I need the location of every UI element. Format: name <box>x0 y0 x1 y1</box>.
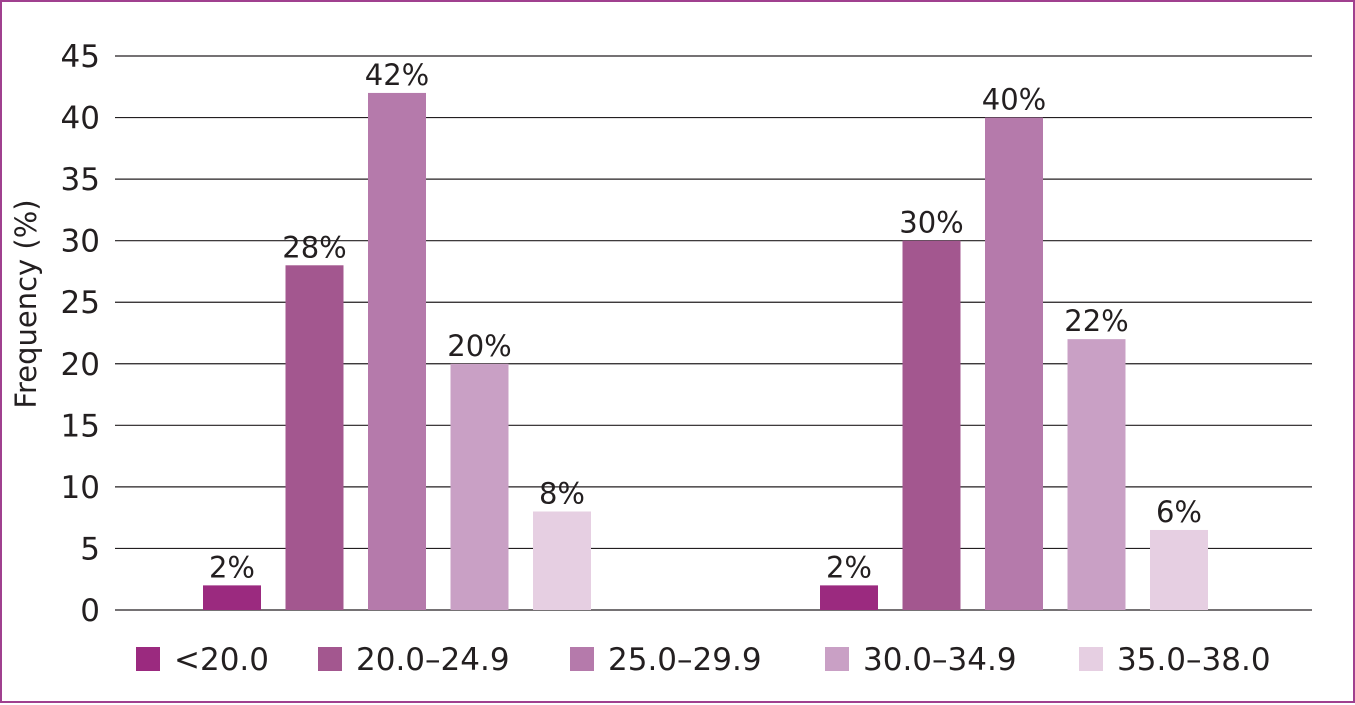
bar-group2-series3 <box>985 117 1043 611</box>
legend-label-4: 30.0–34.9 <box>863 642 1017 678</box>
y-tick-label: 40 <box>61 101 100 137</box>
legend-swatch-3 <box>570 647 594 671</box>
data-label-group1-series3: 42% <box>365 58 429 92</box>
legend-label-1: <20.0 <box>174 642 269 678</box>
y-axis-ticks: 0 5 10 15 20 25 30 35 40 45 <box>61 39 100 629</box>
bar-group1-series3 <box>368 92 426 610</box>
data-label-group2-series4: 22% <box>1064 304 1128 338</box>
data-label-group2-series2: 30% <box>899 206 963 240</box>
legend-label-2: 20.0–24.9 <box>356 642 510 678</box>
data-label-group2-series5: 6% <box>1156 495 1202 529</box>
bar-group2-series4 <box>1067 339 1126 610</box>
y-tick-label: 30 <box>61 224 100 260</box>
legend-swatch-5 <box>1079 647 1103 671</box>
legend-swatch-2 <box>318 647 342 671</box>
legend-swatch-4 <box>825 647 849 671</box>
y-axis-title: Frequency (%) <box>9 199 43 408</box>
data-labels: 2% 2% 28% 30% 42% 40% 20% 22% 8% 6% <box>209 58 1202 584</box>
bar-group1-series1 <box>203 585 261 610</box>
y-tick-label: 10 <box>61 470 100 506</box>
y-tick-label: 45 <box>61 39 100 75</box>
data-label-group1-series1: 2% <box>209 550 255 584</box>
legend-swatch-1 <box>136 647 160 671</box>
bars <box>203 92 1208 611</box>
y-tick-label: 20 <box>61 347 100 383</box>
y-tick-label: 5 <box>80 531 100 567</box>
data-label-group2-series3: 40% <box>982 83 1046 117</box>
legend-label-5: 35.0–38.0 <box>1117 642 1271 678</box>
bar-group1-series2 <box>285 265 344 610</box>
legend-label-3: 25.0–29.9 <box>608 642 762 678</box>
y-tick-label: 15 <box>61 408 100 444</box>
bar-group2-series1 <box>820 585 878 610</box>
bar-group2-series2 <box>902 240 961 610</box>
y-tick-label: 0 <box>80 593 100 629</box>
bar-group1-series4 <box>450 363 509 610</box>
data-label-group1-series5: 8% <box>539 477 585 511</box>
y-tick-label: 25 <box>61 285 100 321</box>
bar-group1-series5 <box>533 511 591 610</box>
data-label-group1-series2: 28% <box>282 230 346 264</box>
data-label-group1-series4: 20% <box>447 329 511 363</box>
bar-group2-series5 <box>1150 529 1208 610</box>
y-tick-label: 35 <box>61 162 100 198</box>
data-label-group2-series1: 2% <box>826 550 872 584</box>
legend: <20.0 20.0–24.9 25.0–29.9 30.0–34.9 35.0–38.… <box>136 642 1271 678</box>
